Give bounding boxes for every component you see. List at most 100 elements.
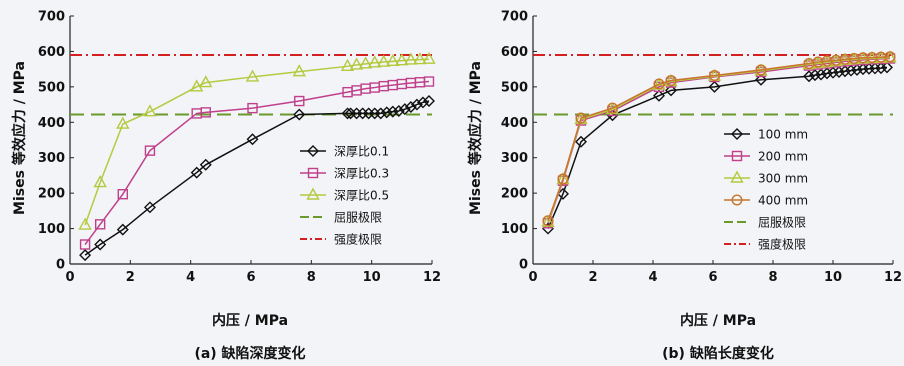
- x-tick-label: 12: [423, 270, 441, 285]
- legend-marker: [731, 194, 743, 206]
- data-point: [94, 238, 107, 251]
- data-point: [709, 70, 721, 82]
- data-point: [809, 69, 821, 82]
- series: [78, 51, 436, 230]
- data-point: [875, 62, 887, 75]
- legend-label: 100 mm: [758, 128, 808, 142]
- data-point: [827, 66, 839, 79]
- data-point: [884, 51, 896, 63]
- data-point: [79, 239, 91, 250]
- y-tick-label: 400: [501, 116, 528, 131]
- data-point: [653, 89, 665, 102]
- legend-marker: [306, 187, 320, 200]
- legend-label: 深厚比0.3: [334, 167, 389, 181]
- data-point: [93, 175, 107, 188]
- legend-item: 100 mm: [724, 128, 808, 142]
- data-point: [755, 64, 767, 76]
- data-point: [340, 58, 355, 72]
- x-tick-label: 12: [884, 270, 902, 285]
- data-point: [374, 107, 387, 120]
- data-point: [199, 75, 213, 88]
- data-point: [358, 56, 373, 69]
- legend-marker: [731, 128, 743, 140]
- legend-item: 强度极限: [300, 232, 382, 247]
- data-point: [386, 105, 399, 118]
- legend-label: 屈服极限: [758, 216, 806, 230]
- legend-label: 300 mm: [758, 172, 808, 186]
- data-point: [398, 103, 411, 116]
- data-point: [665, 74, 677, 86]
- legend-marker: [307, 145, 319, 157]
- legend-label: 强度极限: [334, 232, 382, 247]
- y-tick-label: 500: [38, 80, 65, 95]
- x-tick-label: 8: [307, 270, 316, 285]
- x-tick-label: 0: [528, 270, 537, 285]
- series: [542, 61, 893, 235]
- data-point: [377, 54, 391, 67]
- legend-label: 200 mm: [758, 150, 808, 164]
- data-point: [143, 201, 156, 214]
- data-point: [294, 95, 305, 107]
- data-point: [410, 98, 423, 111]
- y-tick-label: 100: [38, 222, 65, 237]
- data-point: [869, 62, 881, 75]
- data-point: [79, 249, 92, 262]
- data-point: [422, 51, 436, 64]
- data-point: [293, 108, 306, 121]
- caption: (a) 缺陷深度变化: [194, 345, 305, 362]
- data-point: [815, 68, 827, 81]
- data-point: [845, 64, 857, 77]
- series-line: [547, 57, 891, 223]
- data-point: [557, 173, 569, 185]
- legend-marker: [307, 167, 319, 179]
- data-point: [349, 57, 364, 70]
- legend-label: 强度极限: [758, 237, 806, 252]
- legend-item: 深厚比0.1: [300, 145, 389, 159]
- series-line: [547, 66, 888, 229]
- y-tick-label: 600: [38, 45, 65, 60]
- data-point: [839, 65, 851, 78]
- x-tick-label: 10: [824, 270, 842, 285]
- y-axis-label: Mises 等效应力 / MPa: [467, 61, 484, 215]
- legend-item: 深厚比0.3: [300, 167, 389, 181]
- y-tick-label: 0: [519, 258, 528, 273]
- y-tick-label: 300: [501, 151, 528, 166]
- series-line: [547, 57, 891, 224]
- data-point: [803, 70, 815, 83]
- data-point: [833, 65, 845, 78]
- series: [79, 95, 435, 262]
- data-point: [416, 96, 429, 109]
- data-point: [116, 223, 129, 236]
- legend-item: 300 mm: [724, 170, 808, 186]
- x-tick-label: 0: [65, 270, 74, 285]
- data-point: [143, 104, 157, 117]
- y-tick-label: 400: [38, 116, 65, 131]
- data-point: [200, 107, 211, 118]
- y-tick-label: 200: [501, 187, 528, 202]
- data-point: [190, 79, 204, 92]
- x-tick-label: 8: [768, 270, 777, 285]
- data-point: [755, 73, 767, 86]
- data-point: [607, 102, 619, 114]
- data-point: [367, 55, 382, 68]
- y-tick-label: 600: [501, 45, 528, 60]
- legend-item: 强度极限: [724, 237, 806, 252]
- x-tick-label: 4: [186, 270, 195, 285]
- data-point: [863, 62, 875, 75]
- x-tick-label: 6: [708, 270, 717, 285]
- legend-marker: [730, 170, 744, 183]
- data-point: [247, 102, 258, 114]
- data-point: [292, 64, 306, 77]
- y-tick-label: 700: [501, 10, 528, 25]
- data-point: [392, 104, 405, 117]
- data-point: [542, 215, 554, 227]
- legend-item: 屈服极限: [300, 211, 382, 225]
- data-point: [116, 116, 130, 129]
- caption: (b) 缺陷长度变化: [662, 345, 774, 362]
- legend-marker: [731, 150, 743, 162]
- data-point: [386, 53, 400, 67]
- y-tick-label: 300: [38, 151, 65, 166]
- data-point: [404, 52, 418, 65]
- data-point: [881, 61, 893, 74]
